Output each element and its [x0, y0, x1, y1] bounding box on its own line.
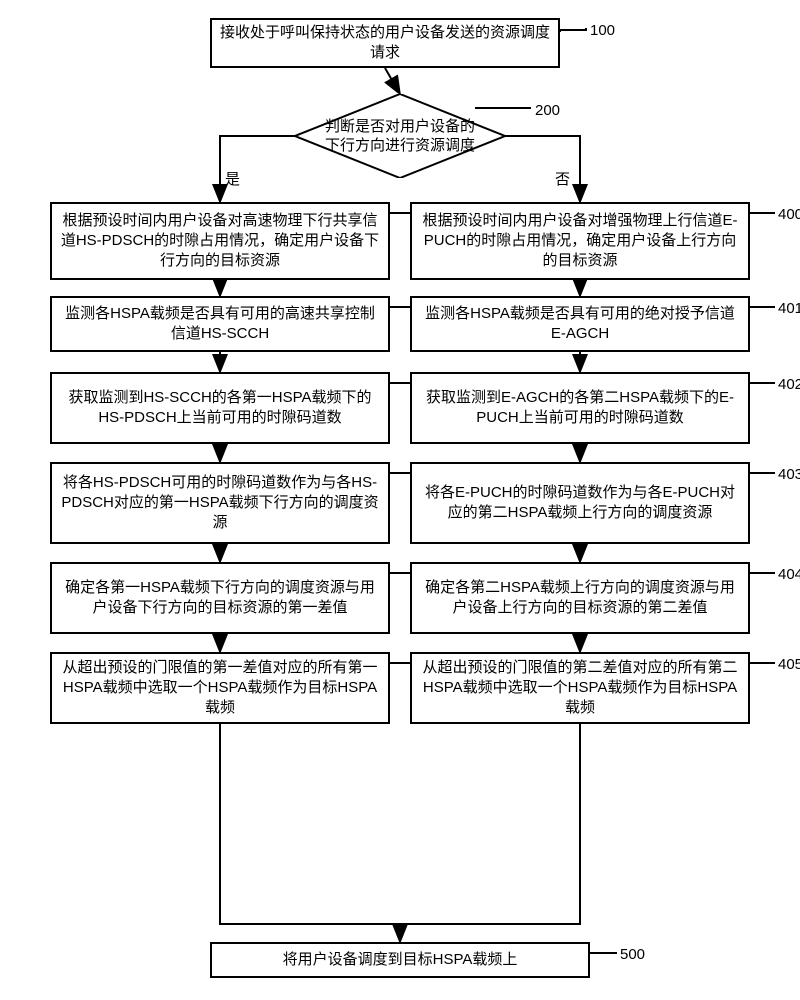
label-200: 200 [535, 102, 560, 119]
step-500: 将用户设备调度到目标HSPA载频上 [210, 942, 590, 978]
branch-yes: 是 [225, 168, 240, 189]
branch-no: 否 [555, 168, 570, 189]
right-404: 确定各第二HSPA载频上行方向的调度资源与用户设备上行方向的目标资源的第二差值 [410, 562, 750, 634]
right-402: 获取监测到E-AGCH的各第二HSPA载频下的E-PUCH上当前可用的时隙码道数 [410, 372, 750, 444]
label-404: 404 [778, 566, 800, 583]
label-401: 401 [778, 300, 800, 317]
left-305: 从超出预设的门限值的第一差值对应的所有第一HSPA载频中选取一个HSPA载频作为… [50, 652, 390, 724]
label-405: 405 [778, 656, 800, 673]
left-304: 确定各第一HSPA载频下行方向的调度资源与用户设备下行方向的目标资源的第一差值 [50, 562, 390, 634]
right-403: 将各E-PUCH的时隙码道数作为与各E-PUCH对应的第二HSPA载频上行方向的… [410, 462, 750, 544]
left-301: 监测各HSPA载频是否具有可用的高速共享控制信道HS-SCCH [50, 296, 390, 352]
step-100: 接收处于呼叫保持状态的用户设备发送的资源调度请求 [210, 18, 560, 68]
right-401: 监测各HSPA载频是否具有可用的绝对授予信道E-AGCH [410, 296, 750, 352]
right-400: 根据预设时间内用户设备对增强物理上行信道E-PUCH的时隙占用情况，确定用户设备… [410, 202, 750, 280]
label-500: 500 [620, 946, 645, 963]
left-300: 根据预设时间内用户设备对高速物理下行共享信道HS-PDSCH的时隙占用情况，确定… [50, 202, 390, 280]
label-100: 100 [590, 22, 615, 39]
left-303: 将各HS-PDSCH可用的时隙码道数作为与各HS-PDSCH对应的第一HSPA载… [50, 462, 390, 544]
decision-200: 判断是否对用户设备的下行方向进行资源调度 [295, 94, 505, 178]
label-403: 403 [778, 466, 800, 483]
right-405: 从超出预设的门限值的第二差值对应的所有第二HSPA载频中选取一个HSPA载频作为… [410, 652, 750, 724]
label-400: 400 [778, 206, 800, 223]
label-402: 402 [778, 376, 800, 393]
left-302: 获取监测到HS-SCCH的各第一HSPA载频下的HS-PDSCH上当前可用的时隙… [50, 372, 390, 444]
